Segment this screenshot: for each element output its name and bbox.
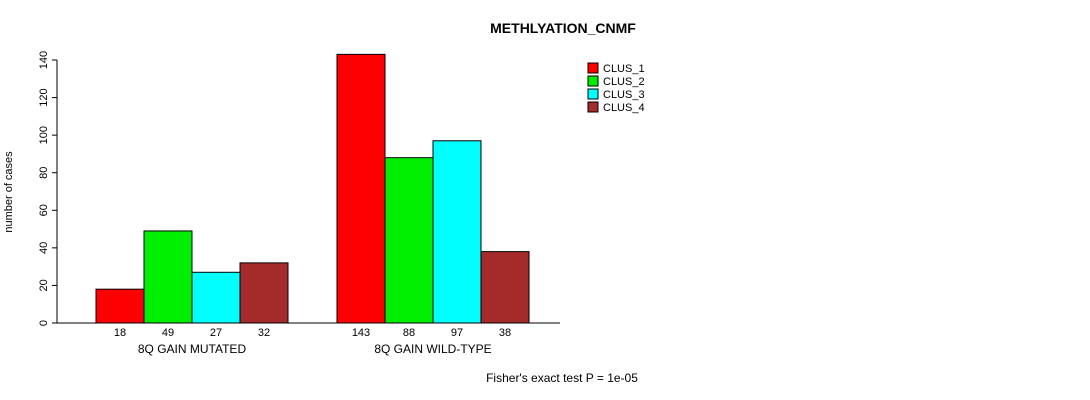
legend-swatch-clus_4 [587, 101, 599, 113]
legend-swatch-clus_3 [587, 88, 599, 100]
x-group-label: 8Q GAIN WILD-TYPE [374, 342, 491, 356]
chart-title: METHLYATION_CNMF [490, 20, 636, 36]
bar-clus_4-group1 [239, 262, 289, 324]
y-tick-label: 100 [38, 126, 50, 144]
y-tick-label: 0 [38, 320, 50, 326]
y-tick-label: 60 [38, 204, 50, 216]
bar-value-label: 143 [352, 327, 370, 339]
legend-label: CLUS_3 [603, 89, 645, 101]
bar-clus_2-group1 [143, 230, 193, 324]
bar-value-label: 27 [210, 327, 222, 339]
y-tick-label: 120 [38, 88, 50, 106]
y-tick-label: 80 [38, 167, 50, 179]
bar-value-label: 88 [403, 327, 415, 339]
bar-clus_3-group1 [191, 271, 241, 324]
y-tick-label: 40 [38, 242, 50, 254]
bar-value-label: 49 [162, 327, 174, 339]
y-tick-label: 20 [38, 279, 50, 291]
bar-value-label: 18 [114, 327, 126, 339]
legend-label: CLUS_4 [603, 102, 645, 114]
legend-swatch-clus_1 [587, 62, 599, 74]
bar-value-label: 38 [499, 327, 511, 339]
bar-clus_2-group2 [384, 157, 434, 324]
legend-swatch-clus_2 [587, 75, 599, 87]
bar-value-label: 97 [451, 327, 463, 339]
legend-label: CLUS_2 [603, 76, 645, 88]
legend-label: CLUS_1 [603, 63, 645, 75]
chart-caption: Fisher's exact test P = 1e-05 [486, 371, 638, 385]
bar-clus_4-group2 [480, 251, 530, 324]
bar-clus_1-group2 [336, 53, 386, 324]
y-tick-label: 140 [38, 51, 50, 69]
y-axis-label: number of cases [3, 151, 15, 233]
bar-value-label: 32 [258, 327, 270, 339]
bar-clus_3-group2 [432, 140, 482, 324]
bar-clus_1-group1 [95, 288, 145, 324]
x-group-label: 8Q GAIN MUTATED [138, 342, 247, 356]
